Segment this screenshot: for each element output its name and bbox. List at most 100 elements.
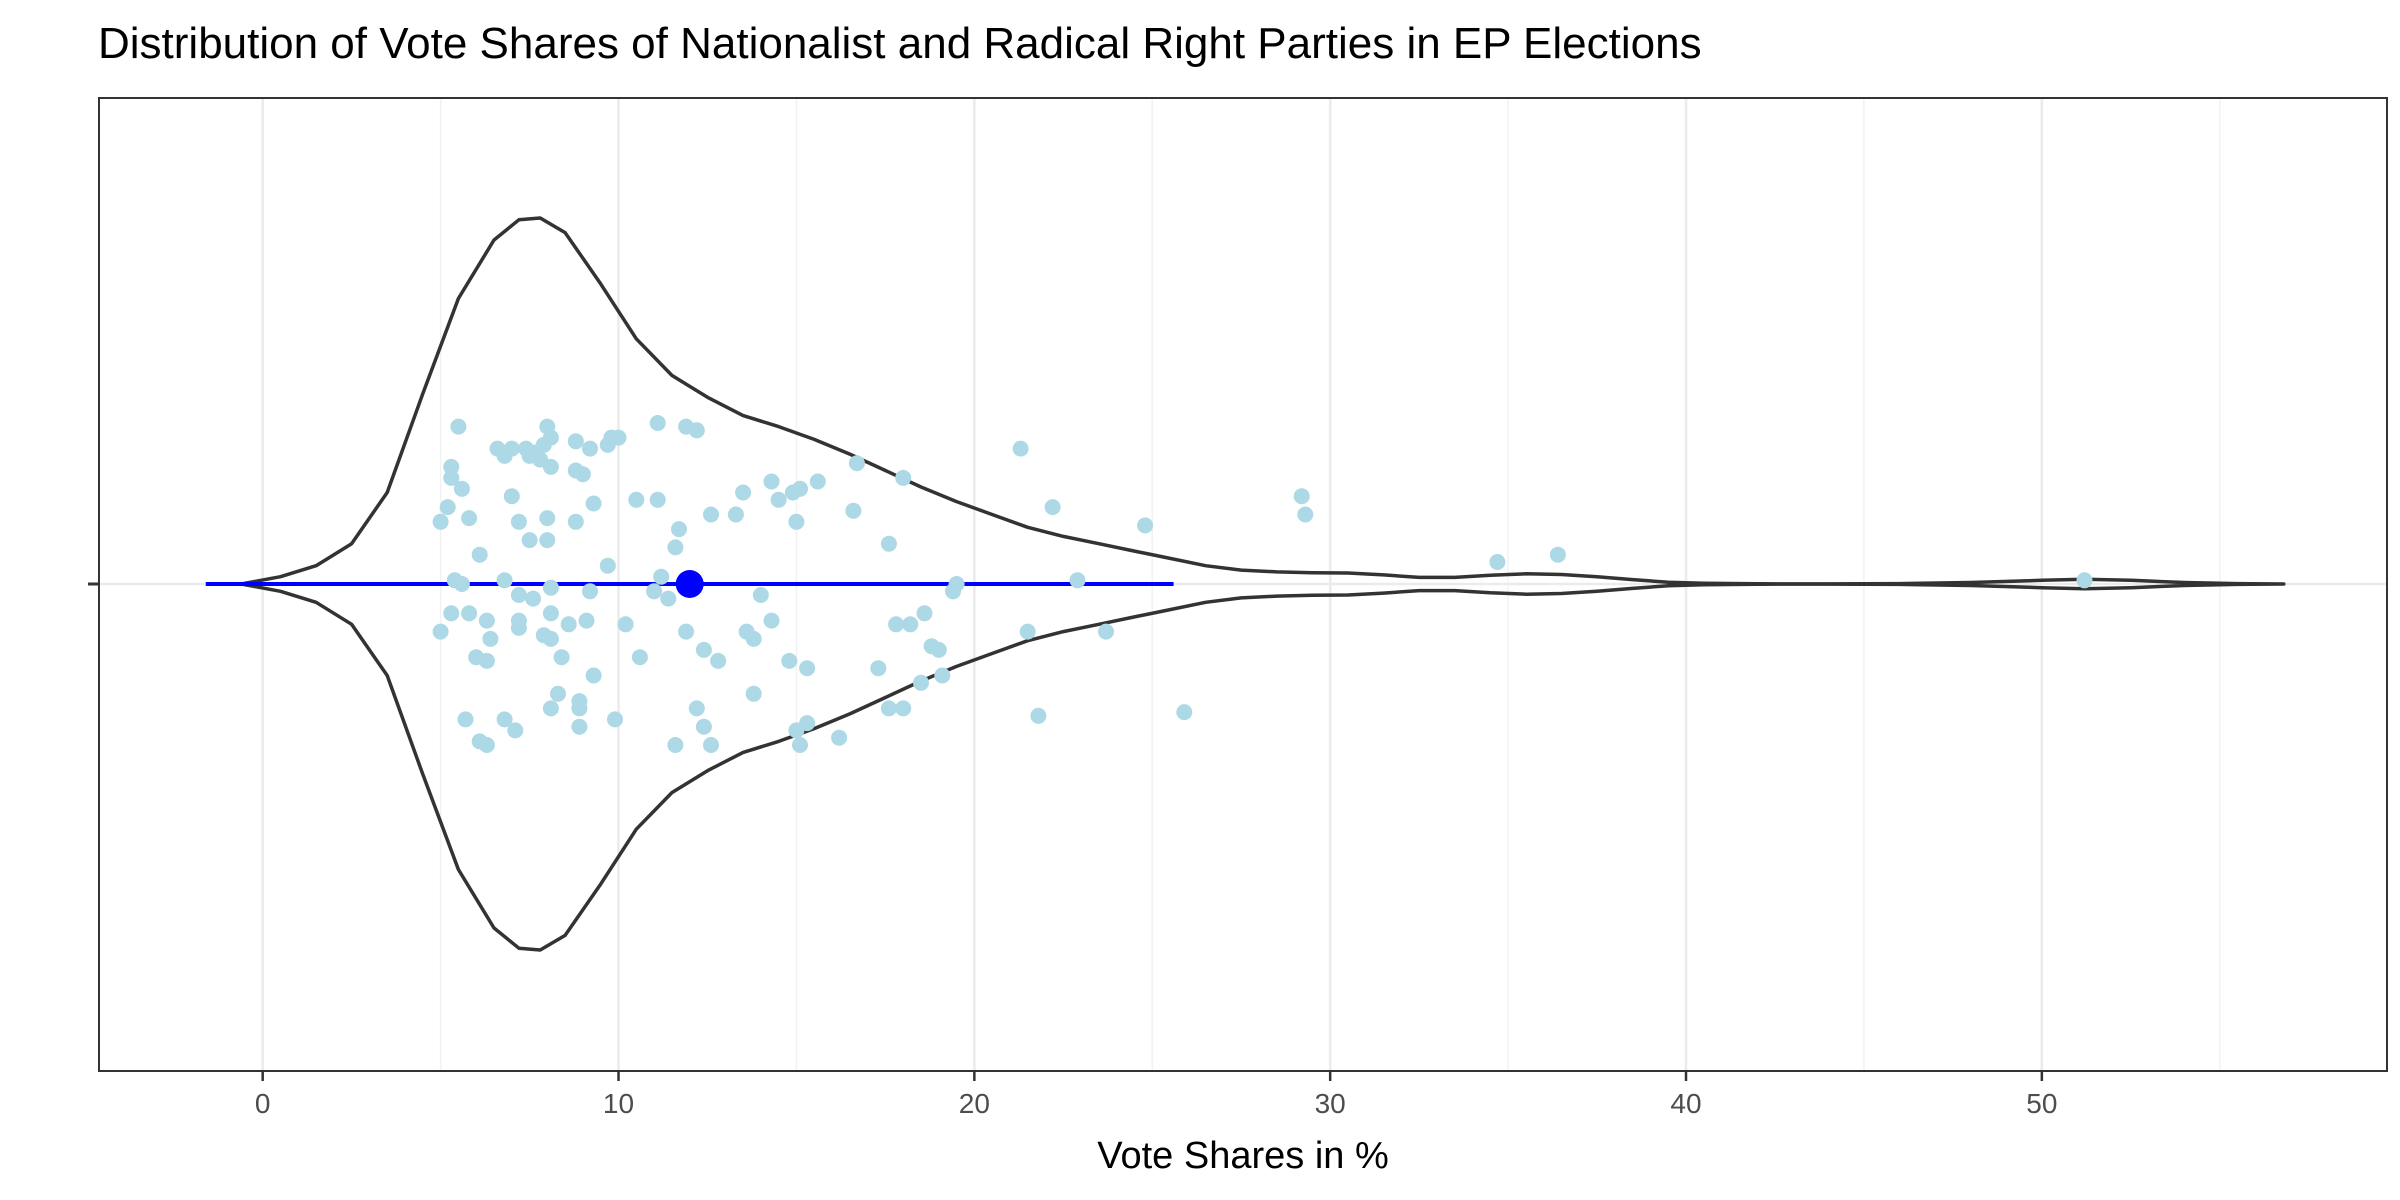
data-point: [1019, 623, 1036, 640]
data-point: [870, 660, 887, 677]
chart-title: Distribution of Vote Shares of Nationali…: [98, 19, 1702, 68]
data-point: [542, 579, 559, 596]
x-axis-ticks: 0 10 20 30 40 50: [255, 1071, 2057, 1119]
data-point: [930, 641, 947, 658]
data-point: [443, 469, 460, 486]
data-point: [752, 587, 769, 603]
data-point: [496, 447, 513, 464]
x-tick-label: 40: [1670, 1088, 1701, 1119]
data-point: [735, 484, 752, 501]
data-point: [888, 616, 905, 633]
data-point: [763, 612, 780, 629]
data-point: [542, 700, 559, 717]
data-point: [1137, 517, 1154, 534]
data-point: [599, 557, 616, 574]
data-point: [574, 466, 591, 483]
data-point: [845, 502, 862, 519]
data-point: [880, 535, 897, 552]
data-point: [880, 700, 897, 717]
data-point: [510, 513, 527, 530]
data-point: [688, 422, 705, 439]
data-point: [542, 630, 559, 647]
data-point: [1176, 704, 1193, 721]
data-point: [550, 685, 566, 702]
data-point: [567, 433, 584, 450]
data-point: [788, 513, 805, 530]
data-point: [763, 473, 780, 490]
x-tick-label: 10: [603, 1088, 634, 1119]
data-point: [646, 583, 663, 600]
data-point: [695, 641, 712, 658]
data-point: [567, 513, 584, 530]
data-point: [792, 737, 808, 753]
data-point: [478, 652, 495, 669]
x-tick-label: 30: [1315, 1088, 1346, 1119]
data-point: [542, 605, 559, 622]
data-points: [432, 415, 2093, 753]
data-point: [521, 532, 538, 549]
data-point: [703, 506, 719, 523]
data-point: [560, 616, 577, 633]
x-tick-label: 20: [959, 1088, 990, 1119]
data-point: [792, 480, 808, 497]
data-point: [809, 473, 826, 490]
data-point: [710, 652, 727, 669]
data-point: [1044, 499, 1061, 516]
data-point: [703, 737, 719, 753]
x-tick-label: 0: [255, 1088, 271, 1119]
data-point: [539, 532, 556, 549]
data-point: [671, 521, 687, 538]
data-point: [799, 660, 816, 677]
x-tick-label: 50: [2026, 1088, 2057, 1119]
data-point: [688, 700, 705, 717]
summary-layer: [205, 570, 1174, 598]
data-point: [450, 418, 467, 435]
data-point: [453, 576, 470, 592]
data-point: [585, 667, 602, 684]
data-point: [745, 685, 762, 702]
data-point: [667, 737, 684, 753]
data-point: [916, 605, 933, 622]
data-point: [695, 718, 712, 735]
x-axis-title: Vote Shares in %: [1097, 1135, 1389, 1177]
data-point: [781, 652, 798, 669]
data-point: [585, 495, 602, 512]
data-point: [1030, 707, 1047, 724]
mean-point: [675, 570, 704, 598]
data-point: [1069, 572, 1086, 589]
data-point: [653, 568, 670, 585]
data-point: [895, 700, 912, 717]
data-point: [582, 440, 598, 457]
data-point: [453, 480, 470, 497]
data-point: [934, 667, 951, 684]
data-point: [525, 590, 542, 607]
data-point: [503, 488, 520, 505]
data-point: [582, 583, 598, 600]
violin-shape: [239, 216, 2286, 952]
data-point: [439, 499, 456, 516]
data-point: [471, 546, 488, 563]
data-point: [1098, 623, 1114, 640]
data-point: [945, 583, 961, 600]
data-point: [1549, 546, 1566, 563]
data-point: [745, 630, 762, 647]
data-point: [831, 729, 848, 746]
data-point: [1297, 506, 1314, 523]
data-point: [599, 436, 616, 453]
data-point: [571, 718, 588, 735]
data-point: [913, 674, 929, 691]
data-point: [461, 605, 478, 622]
data-point: [478, 612, 495, 629]
data-point: [482, 630, 499, 647]
data-point: [628, 491, 645, 508]
data-point: [2076, 572, 2093, 589]
data-point: [443, 605, 460, 622]
data-point: [1293, 488, 1310, 505]
data-point: [507, 722, 524, 739]
data-point: [649, 415, 666, 431]
data-point: [542, 458, 559, 475]
data-point: [770, 491, 787, 508]
data-point: [457, 711, 474, 728]
data-point: [496, 711, 513, 728]
